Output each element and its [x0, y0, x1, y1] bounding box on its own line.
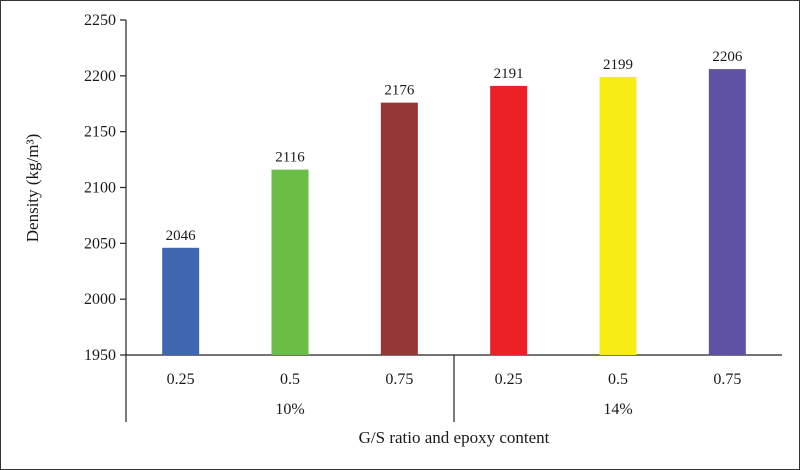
bar — [490, 85, 528, 355]
data-label: 2199 — [603, 57, 633, 73]
group-label: 14% — [603, 401, 632, 418]
labels: 1950 2000 2050 2100 2150 2200 2250 2046 2116 2176… — [84, 12, 743, 418]
bar — [708, 69, 746, 355]
bar — [599, 76, 637, 355]
data-label: 2116 — [275, 150, 305, 166]
x-tick-label: 0.25 — [167, 371, 195, 388]
group-label: 10% — [275, 401, 304, 418]
y-tick-label: 2250 — [84, 12, 116, 29]
x-axis-label: G/S ratio and epoxy content — [359, 428, 550, 447]
data-label: 2206 — [712, 49, 743, 65]
x-tick-label: 0.5 — [608, 371, 628, 388]
x-tick-label: 0.25 — [495, 371, 523, 388]
bars — [162, 69, 746, 355]
bar — [380, 102, 418, 355]
y-tick-label: 2200 — [84, 68, 116, 85]
axes — [120, 19, 782, 422]
y-tick-label: 1950 — [84, 347, 116, 364]
y-tick-label: 2100 — [84, 180, 116, 197]
y-tick-label: 2050 — [84, 235, 116, 252]
y-tick-label: 2150 — [84, 124, 116, 141]
x-tick-label: 0.75 — [713, 371, 741, 388]
x-tick-label: 0.75 — [385, 371, 413, 388]
bar — [162, 247, 200, 355]
y-axis-label: Density (kg/m³) — [23, 134, 42, 243]
data-label: 2176 — [384, 83, 415, 99]
data-label: 2046 — [166, 228, 197, 244]
data-label: 2191 — [494, 66, 524, 82]
bar — [271, 169, 309, 355]
y-tick-label: 2000 — [84, 291, 116, 308]
x-tick-label: 0.5 — [280, 371, 300, 388]
